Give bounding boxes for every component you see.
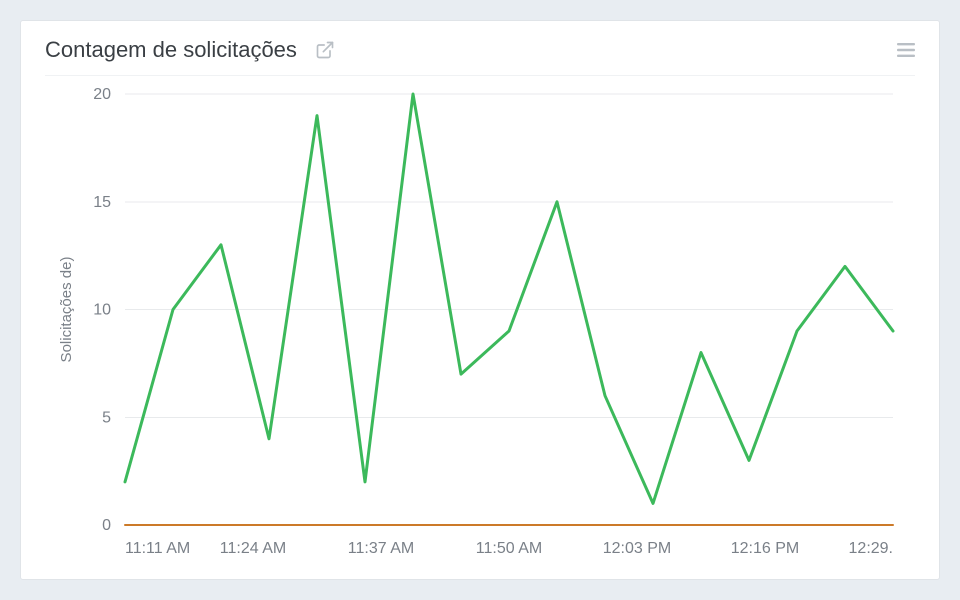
x-tick-label: 12:29. [849,540,893,557]
y-tick-label: 0 [102,517,111,534]
line-chart: 0 5 10 15 20 11:11 AM 11:24 AM 11:37 AM 11:50 AM… [45,76,915,571]
y-tick-label: 5 [102,409,111,426]
chart-card: Contagem de solicitações 0 5 10 15 20 [20,20,940,580]
y-tick-label: 10 [93,302,111,319]
x-tick-label: 11:50 AM [476,540,542,557]
y-tick-label: 15 [93,194,111,211]
series-requests [125,94,893,503]
open-external-icon[interactable] [315,40,335,60]
menu-icon[interactable] [897,42,915,58]
card-header: Contagem de solicitações [45,37,915,76]
y-tick-label: 20 [93,86,111,103]
y-axis-title: Solicitações de) [58,257,75,363]
x-tick-label: 12:03 PM [603,540,671,557]
x-tick-label: 12:16 PM [731,540,799,557]
x-tick-label: 11:11 AM [125,540,190,557]
card-title: Contagem de solicitações [45,37,297,63]
x-tick-label: 11:37 AM [348,540,414,557]
x-tick-label: 11:24 AM [220,540,286,557]
